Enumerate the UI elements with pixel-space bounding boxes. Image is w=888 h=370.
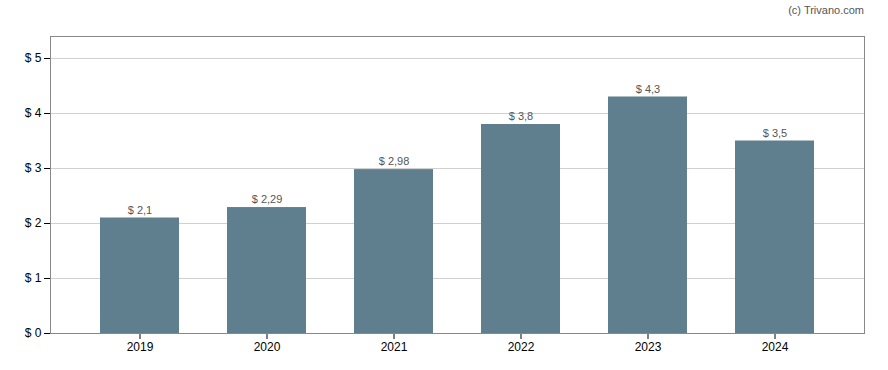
html-text:(c) Trivano.com: (c) Trivano.com (788, 4, 864, 16)
svg-text:$ 3: $ 3 (25, 161, 42, 175)
svg-text:2019: 2019 (127, 340, 154, 354)
svg-text:$ 1: $ 1 (25, 271, 42, 285)
svg-text:2022: 2022 (508, 340, 535, 354)
svg-text:$ 5: $ 5 (25, 51, 42, 65)
svg-text:$ 2,29: $ 2,29 (252, 193, 283, 205)
svg-text:2021: 2021 (381, 340, 408, 354)
svg-text:$ 3,8: $ 3,8 (509, 110, 533, 122)
svg-text:2020: 2020 (254, 340, 281, 354)
svg-text:$ 0: $ 0 (25, 326, 42, 340)
svg-text:$ 4: $ 4 (25, 106, 42, 120)
svg-text:$ 2,98: $ 2,98 (379, 155, 410, 167)
svg-text:2024: 2024 (762, 340, 789, 354)
svg-text:2023: 2023 (635, 340, 662, 354)
svg-text:$ 4,3: $ 4,3 (636, 83, 660, 95)
svg-text:$ 3,5: $ 3,5 (763, 127, 787, 139)
svg-text:$ 2,1: $ 2,1 (128, 204, 152, 216)
svg-text:$ 2: $ 2 (25, 216, 42, 230)
